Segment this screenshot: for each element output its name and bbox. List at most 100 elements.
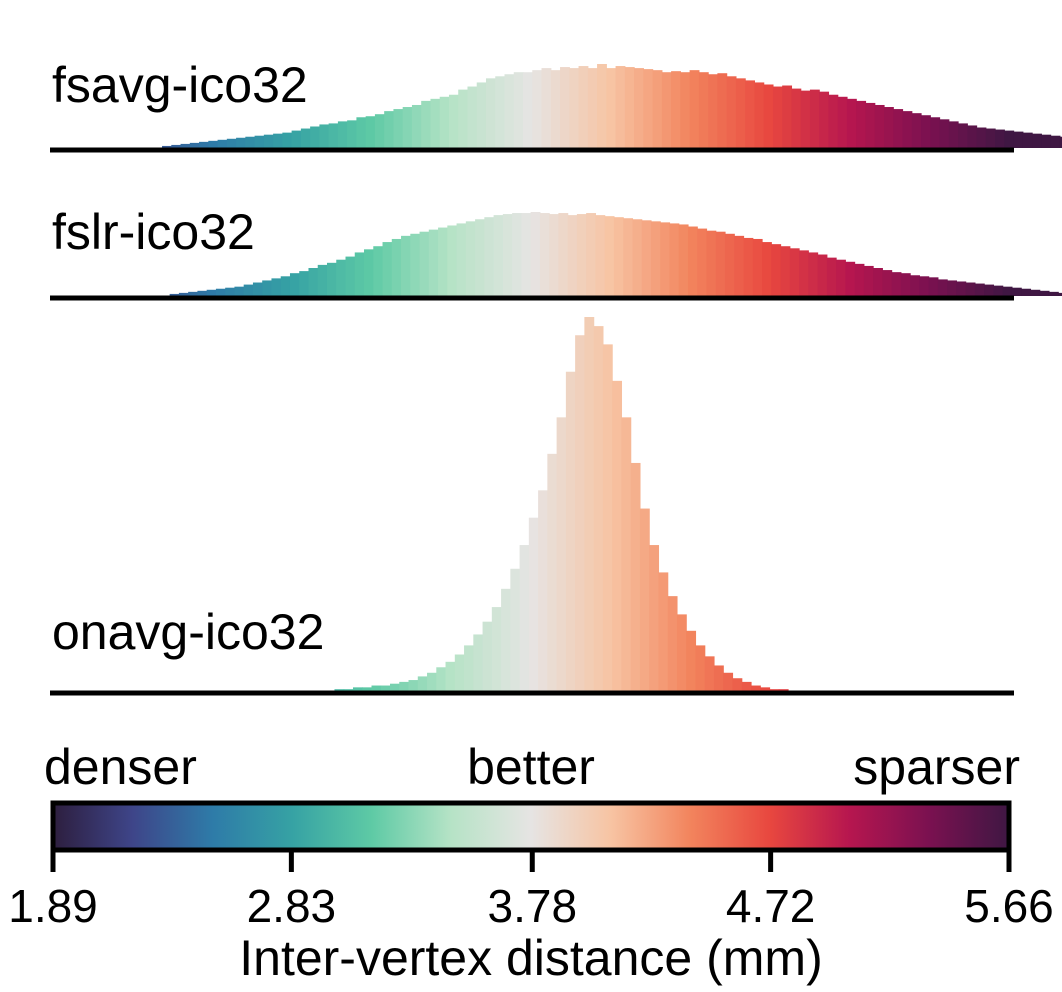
histogram-bar bbox=[680, 72, 691, 148]
histogram-bar bbox=[538, 490, 548, 691]
histogram-bar bbox=[401, 235, 411, 296]
histogram-bar bbox=[326, 262, 337, 296]
histogram-bar bbox=[1011, 287, 1022, 296]
histogram-bar bbox=[345, 256, 356, 296]
colorbar-tick-label: 4.72 bbox=[726, 880, 816, 932]
histogram-bar bbox=[723, 672, 734, 691]
histogram-bar bbox=[495, 76, 506, 148]
histogram-bar bbox=[208, 140, 219, 148]
histogram-bar bbox=[891, 272, 902, 296]
histogram-bar bbox=[754, 82, 765, 148]
histogram-bar bbox=[660, 222, 671, 296]
histogram-bar bbox=[569, 68, 580, 148]
histogram-bar bbox=[650, 221, 661, 296]
histogram-bar bbox=[300, 128, 311, 148]
histogram-bar bbox=[289, 273, 300, 296]
colorbar-tick-label: 2.83 bbox=[247, 880, 337, 932]
histogram-bar bbox=[789, 248, 800, 296]
histogram-bar bbox=[501, 588, 511, 691]
histogram-bar bbox=[319, 124, 330, 148]
histogram-bar bbox=[336, 259, 347, 296]
histogram-bar bbox=[900, 273, 911, 296]
histogram-bar bbox=[252, 282, 263, 296]
histogram-bar bbox=[595, 215, 606, 296]
histogram-bar bbox=[382, 242, 393, 296]
histogram-bar bbox=[615, 66, 626, 148]
histogram-bar bbox=[411, 104, 422, 148]
histogram-bar bbox=[687, 226, 698, 296]
histogram-bar bbox=[243, 284, 254, 296]
histogram-bar bbox=[623, 218, 634, 296]
histogram-bar bbox=[445, 661, 456, 691]
histogram-bar bbox=[399, 681, 410, 691]
histogram-bar bbox=[456, 223, 467, 296]
histogram-bar bbox=[658, 572, 669, 691]
histogram-bar bbox=[976, 127, 987, 148]
histogram-bar bbox=[558, 213, 569, 296]
histogram-bar bbox=[171, 144, 182, 148]
histogram-bar bbox=[928, 277, 939, 296]
histogram-bar bbox=[762, 242, 772, 296]
colorbar-label-denser: denser bbox=[44, 739, 197, 795]
histogram-bar bbox=[902, 111, 913, 148]
histogram-bar bbox=[958, 123, 968, 148]
panel-onavg: onavg-ico32 bbox=[50, 317, 1014, 696]
histogram-bar bbox=[974, 283, 985, 296]
panel-fslr: fslr-ico32 bbox=[50, 204, 1062, 301]
bars-fsavg bbox=[162, 64, 1062, 148]
histogram-bar bbox=[819, 91, 830, 148]
histogram-bar bbox=[482, 621, 493, 691]
histogram-bar bbox=[458, 89, 469, 148]
histogram-bar bbox=[780, 246, 791, 296]
histogram-bar bbox=[364, 249, 374, 296]
histogram-bar bbox=[436, 667, 447, 691]
histogram-bar bbox=[735, 78, 746, 148]
colorbar-tick-label: 1.89 bbox=[8, 880, 98, 932]
histogram-bar bbox=[800, 90, 811, 148]
histogram-bar bbox=[438, 227, 448, 296]
histogram-bar bbox=[465, 221, 476, 296]
histogram-bar bbox=[771, 244, 782, 296]
histogram-bar bbox=[476, 82, 487, 148]
histogram-bar bbox=[706, 230, 717, 296]
histogram-bar bbox=[373, 246, 384, 296]
histogram-bar bbox=[743, 237, 754, 296]
histogram-bar bbox=[713, 665, 724, 691]
histogram-bar bbox=[317, 264, 328, 296]
histogram-bar bbox=[473, 634, 484, 691]
histogram-bar bbox=[491, 607, 502, 691]
series-label-onavg: onavg-ico32 bbox=[52, 604, 324, 660]
histogram-bar bbox=[226, 138, 237, 148]
histogram-bar bbox=[965, 282, 976, 296]
histogram-bar bbox=[549, 214, 559, 296]
histogram-bar bbox=[254, 135, 265, 148]
histogram-bar bbox=[180, 143, 191, 148]
histogram-bar bbox=[772, 86, 783, 148]
histogram-bar bbox=[530, 212, 541, 296]
histogram-bar bbox=[930, 117, 941, 148]
histogram-bar bbox=[236, 137, 246, 148]
histogram-bar bbox=[539, 213, 550, 296]
histogram-bar bbox=[310, 126, 320, 148]
histogram-bar bbox=[408, 680, 419, 691]
histogram-bar bbox=[828, 94, 839, 148]
histogram-bar bbox=[565, 371, 576, 691]
histogram-bar bbox=[334, 689, 345, 691]
histogram-bar bbox=[1021, 288, 1032, 296]
histogram-bar bbox=[1058, 292, 1062, 296]
histogram-bar bbox=[510, 568, 521, 691]
histogram-bar bbox=[621, 417, 632, 691]
histogram-bar bbox=[427, 672, 437, 691]
histogram-bar bbox=[417, 676, 428, 691]
histogram-bar bbox=[689, 70, 700, 148]
histogram-bar bbox=[873, 268, 883, 296]
histogram-bar bbox=[639, 508, 650, 691]
histogram-bar bbox=[865, 102, 876, 148]
histogram-bar bbox=[910, 275, 920, 296]
histogram-bar bbox=[374, 114, 385, 148]
histogram-bar bbox=[641, 220, 652, 296]
histogram-bar bbox=[919, 276, 930, 296]
histogram-bar bbox=[169, 293, 180, 296]
histogram-bar bbox=[421, 100, 432, 148]
